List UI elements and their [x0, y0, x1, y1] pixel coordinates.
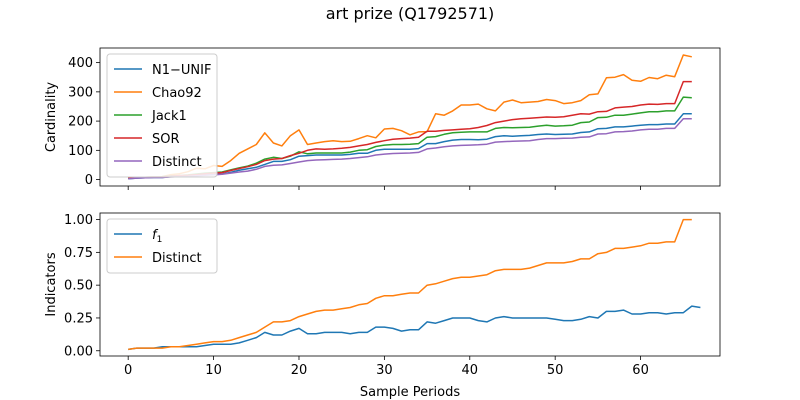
y-axis-label: Indicators — [44, 252, 59, 316]
y-tick-label: 0 — [85, 173, 93, 188]
x-axis-label: Sample Periods — [360, 385, 460, 400]
legend-label: N1−UNIF — [152, 63, 211, 78]
legend-label: f1 — [152, 228, 162, 245]
axes-frame — [99, 47, 721, 187]
series-line-f1 — [128, 305, 701, 351]
series-line-distinct — [128, 218, 692, 351]
y-tick-label: 300 — [68, 85, 93, 100]
y-tick-label: 0.25 — [64, 311, 93, 326]
legend-label: SOR — [152, 132, 180, 147]
cardinality-panel: 0 100 200 300 400 Cardinality N1−UNIF Chao92 Jac… — [44, 47, 721, 190]
y-tick-label: 100 — [68, 144, 93, 159]
figure-title: art prize (Q1792571) — [326, 4, 495, 23]
x-tick-label: 60 — [632, 363, 649, 378]
y-tick-label: 0.00 — [64, 344, 93, 359]
legend-label: Chao92 — [152, 86, 202, 101]
x-tick-label: 20 — [291, 363, 308, 378]
y-tick-label: 1.00 — [64, 213, 93, 228]
legend-box — [106, 53, 218, 178]
legend-label: Distinct — [152, 155, 202, 170]
x-tick-label: 50 — [547, 363, 564, 378]
y-tick-label: 200 — [68, 115, 93, 130]
legend-label: Jack1 — [151, 109, 187, 124]
y-tick-label: 0.75 — [64, 246, 93, 261]
axes-frame — [99, 212, 721, 357]
y-axis-label: Cardinality — [44, 82, 59, 153]
y-tick-label: 400 — [68, 56, 93, 71]
legend-box — [106, 218, 218, 274]
y-tick-label: 0.50 — [64, 279, 93, 294]
series-line-chao92 — [128, 54, 692, 180]
series-line-distinct — [128, 118, 692, 180]
indicators-panel: 0.00 0.25 0.50 0.75 1.00 0 10 20 30 40 50 60 Indicat… — [44, 212, 721, 378]
x-tick-label: 40 — [462, 363, 479, 378]
legend-label: Distinct — [152, 251, 202, 266]
x-tick-label: 30 — [376, 363, 393, 378]
series-line-sor — [128, 80, 692, 179]
x-tick-label: 10 — [205, 363, 222, 378]
x-tick-label: 0 — [124, 363, 132, 378]
